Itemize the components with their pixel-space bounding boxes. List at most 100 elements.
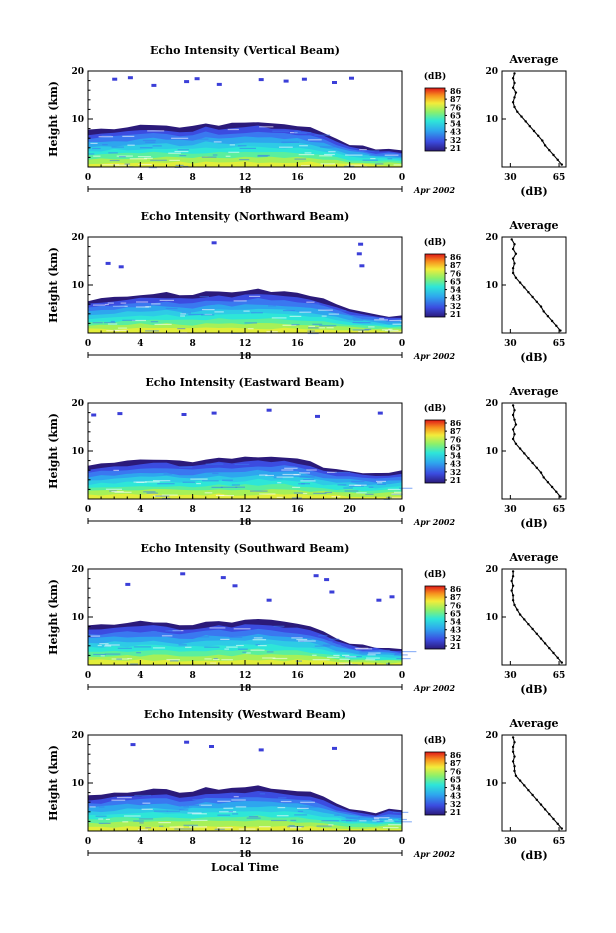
x-tick-label: 0 bbox=[399, 505, 405, 515]
heatmap-texture bbox=[392, 811, 409, 813]
average-profile-point bbox=[539, 803, 543, 806]
average-profile-point bbox=[527, 457, 530, 460]
upper-echo-point bbox=[332, 746, 337, 750]
heatmap-texture bbox=[127, 658, 133, 660]
heatmap-texture bbox=[259, 474, 268, 476]
y-tick-label: 10 bbox=[71, 281, 84, 291]
heatmap-texture bbox=[283, 310, 295, 312]
average-profile-point bbox=[514, 276, 518, 279]
heatmap-texture bbox=[188, 313, 204, 316]
y-tick-label: 10 bbox=[71, 447, 84, 457]
colorbar-unit: (dB) bbox=[424, 569, 446, 580]
average-x-axis-label: (dB) bbox=[520, 517, 547, 530]
x-tick-label: 0 bbox=[399, 173, 405, 183]
heatmap-texture bbox=[201, 314, 215, 316]
upper-echo-point bbox=[194, 77, 200, 81]
x-tick-label: 20 bbox=[343, 837, 356, 847]
heatmap-texture bbox=[321, 820, 340, 822]
colorbar-unit: (dB) bbox=[424, 735, 446, 746]
x-tick-label: 20 bbox=[343, 339, 356, 349]
heatmap-texture bbox=[92, 147, 101, 150]
colorbar-tick-label: 54 bbox=[450, 617, 462, 627]
colorbar-tick-label: 86 bbox=[450, 86, 462, 96]
heatmap-texture bbox=[362, 159, 378, 161]
average-frame bbox=[501, 568, 567, 666]
average-profile-point bbox=[513, 418, 516, 421]
heatmap-texture bbox=[185, 646, 192, 648]
colorbar-tick-label: 87 bbox=[450, 94, 461, 104]
heatmap-texture bbox=[308, 327, 320, 329]
upper-echo-point bbox=[151, 83, 157, 87]
average-profile-point bbox=[539, 471, 543, 474]
panel-title: Echo Intensity (Vertical Beam) bbox=[150, 44, 340, 57]
x-tick-label: 4 bbox=[137, 173, 143, 183]
heatmap-texture bbox=[343, 487, 353, 489]
heatmap-texture bbox=[213, 141, 222, 143]
heatmap-texture bbox=[334, 471, 351, 473]
panel-title: Echo Intensity (Northward Beam) bbox=[141, 210, 350, 223]
average-x-axis-label: (dB) bbox=[520, 683, 547, 696]
upper-echo-point bbox=[324, 578, 330, 582]
y-tick-label: 20 bbox=[71, 565, 84, 575]
heatmap-texture bbox=[111, 799, 126, 801]
heatmap-texture bbox=[373, 817, 390, 819]
heatmap-texture bbox=[109, 159, 120, 162]
average-y-tick-label: 10 bbox=[485, 115, 498, 125]
colorbar-tick-label: 43 bbox=[450, 127, 462, 137]
heatmap-texture bbox=[116, 658, 122, 660]
average-profile-point bbox=[531, 295, 534, 299]
heatmap-texture bbox=[308, 304, 321, 306]
heatmap-texture bbox=[170, 660, 179, 662]
heatmap-texture bbox=[314, 134, 331, 136]
colorbar-tick-label: 21 bbox=[450, 475, 461, 485]
heatmap-texture bbox=[368, 652, 381, 654]
heatmap-texture bbox=[177, 328, 186, 330]
heatmap-texture bbox=[111, 146, 124, 148]
heatmap-texture bbox=[171, 137, 189, 139]
heatmap-texture bbox=[328, 824, 334, 826]
heatmap-texture bbox=[212, 154, 218, 156]
average-profile-point bbox=[513, 72, 516, 75]
heatmap-texture bbox=[300, 480, 316, 482]
heatmap-texture bbox=[387, 488, 401, 490]
average-profile-point bbox=[518, 281, 522, 284]
heatmap-texture bbox=[203, 303, 215, 305]
average-profile-point bbox=[510, 579, 513, 583]
average-profile-point bbox=[513, 433, 516, 436]
heatmap-texture bbox=[114, 164, 130, 166]
heatmap-texture bbox=[220, 638, 230, 640]
heatmap-texture bbox=[372, 820, 380, 822]
upper-echo-point bbox=[389, 595, 395, 599]
heatmap-texture bbox=[152, 145, 162, 147]
heatmap-texture bbox=[259, 826, 271, 828]
heatmap-texture bbox=[286, 466, 296, 468]
average-profile-point bbox=[523, 618, 526, 621]
heatmap-texture bbox=[313, 492, 327, 494]
upper-echo-point bbox=[313, 574, 319, 578]
heatmap-texture bbox=[97, 644, 102, 647]
average-profile-point bbox=[513, 409, 516, 412]
heatmap-texture bbox=[238, 828, 256, 830]
x-tick-label: 0 bbox=[85, 837, 91, 847]
heatmap-texture bbox=[365, 659, 376, 661]
colorbar-tick-label: 65 bbox=[450, 276, 461, 286]
heatmap-texture bbox=[352, 329, 370, 331]
average-profile-point bbox=[552, 651, 555, 655]
heatmap-texture bbox=[139, 822, 144, 824]
heatmap-texture bbox=[104, 645, 112, 647]
heatmap-texture bbox=[101, 135, 112, 137]
heatmap-texture bbox=[308, 325, 316, 327]
panel-3: Echo Intensity (Eastward Beam) 20 10 Height… bbox=[47, 376, 567, 530]
upper-echo-point bbox=[130, 743, 136, 747]
heatmap-texture bbox=[130, 663, 138, 665]
heatmap-texture bbox=[97, 804, 114, 806]
heatmap-texture bbox=[391, 493, 409, 495]
heatmap-texture bbox=[394, 653, 400, 655]
upper-echo-point bbox=[356, 252, 362, 256]
heatmap-texture bbox=[370, 158, 376, 160]
heatmap-texture bbox=[281, 141, 299, 143]
heatmap-texture bbox=[191, 813, 207, 815]
upper-echo-point bbox=[315, 414, 320, 418]
average-profile-point bbox=[560, 827, 563, 830]
average-profile-point bbox=[511, 247, 515, 251]
